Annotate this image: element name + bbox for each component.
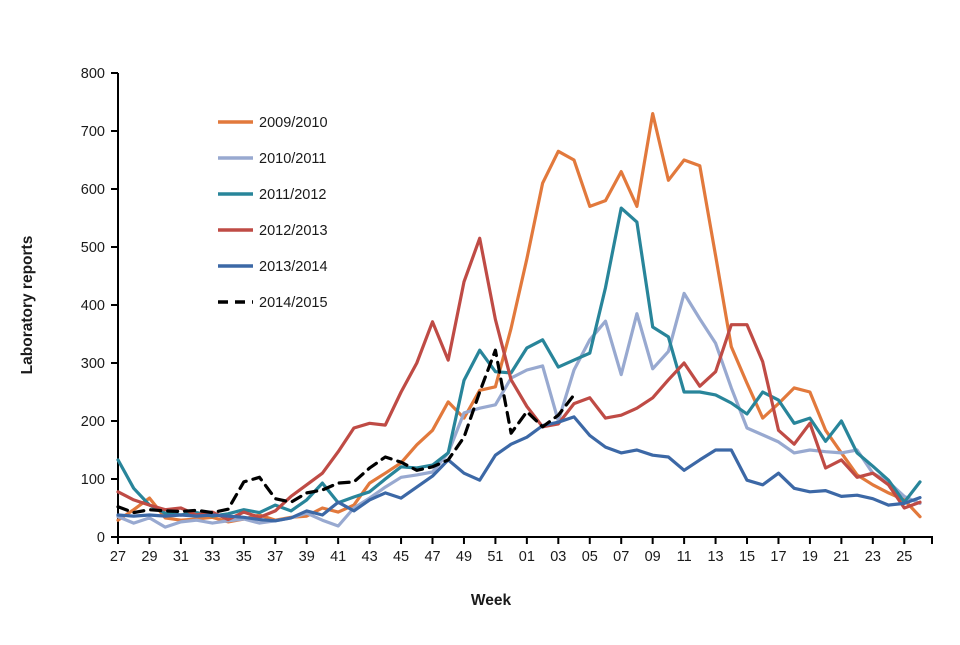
legend: 2009/2010 2010/2011 2011/2012 2012/2013 2013… bbox=[218, 115, 328, 311]
series-line-2010-2011 bbox=[116, 291, 922, 529]
x-axis-title: Week bbox=[471, 592, 512, 609]
x-tick-label: 27 bbox=[110, 549, 126, 565]
x-tick-label: 03 bbox=[550, 549, 566, 565]
x-tick-label: 37 bbox=[267, 549, 283, 565]
y-tick-label: 700 bbox=[81, 124, 105, 140]
legend-item-2013-2014: 2013/2014 bbox=[218, 259, 328, 275]
x-tick-label: 19 bbox=[802, 549, 818, 565]
x-tick-label: 11 bbox=[677, 549, 692, 565]
axis-lines bbox=[117, 73, 933, 538]
series-line-2011-2012 bbox=[116, 206, 922, 518]
x-axis: 27 29 31 33 35 37 39 41 43 45 47 49 51 01 03 05 07 09 11 13… bbox=[110, 537, 933, 565]
x-tick-label: 21 bbox=[833, 549, 849, 565]
y-axis: 0 100 200 300 400 500 600 700 800 bbox=[81, 66, 118, 546]
x-tick-label: 05 bbox=[582, 549, 598, 565]
legend-label: 2012/2013 bbox=[259, 223, 328, 239]
y-tick-label: 300 bbox=[81, 356, 105, 372]
x-tick-label: 49 bbox=[456, 549, 472, 565]
legend-label: 2011/2012 bbox=[259, 187, 326, 203]
legend-label: 2009/2010 bbox=[259, 115, 328, 131]
x-tick-label: 29 bbox=[141, 549, 157, 565]
y-tick-label: 800 bbox=[81, 66, 105, 82]
legend-item-2010-2011: 2010/2011 bbox=[218, 151, 326, 167]
legend-item-2012-2013: 2012/2013 bbox=[218, 223, 328, 239]
legend-item-2011-2012: 2011/2012 bbox=[218, 187, 326, 203]
y-tick-label: 400 bbox=[81, 298, 105, 314]
x-tick-label: 41 bbox=[330, 549, 346, 565]
x-tick-label: 01 bbox=[519, 549, 535, 565]
legend-label: 2014/2015 bbox=[259, 295, 328, 311]
y-axis-title: Laboratory reports bbox=[19, 236, 36, 375]
x-tick-label: 39 bbox=[299, 549, 315, 565]
series-line-2014-2015 bbox=[116, 348, 576, 515]
x-tick-label: 17 bbox=[770, 549, 786, 565]
y-tick-label: 500 bbox=[81, 240, 105, 256]
y-tick-label: 200 bbox=[81, 414, 105, 430]
legend-item-2009-2010: 2009/2010 bbox=[218, 115, 328, 131]
x-tick-label: 23 bbox=[865, 549, 881, 565]
y-tick-label: 0 bbox=[97, 530, 105, 546]
legend-label: 2010/2011 bbox=[259, 151, 326, 167]
x-tick-label: 43 bbox=[362, 549, 378, 565]
x-tick-label: 45 bbox=[393, 549, 409, 565]
x-tick-label: 25 bbox=[896, 549, 912, 565]
legend-item-2014-2015: 2014/2015 bbox=[218, 295, 328, 311]
y-tick-label: 600 bbox=[81, 182, 105, 198]
x-tick-label: 13 bbox=[707, 549, 723, 565]
x-tick-label: 47 bbox=[424, 549, 440, 565]
series-line-2013-2014 bbox=[116, 415, 922, 523]
x-tick-label: 07 bbox=[613, 549, 629, 565]
x-tick-label: 51 bbox=[487, 549, 503, 565]
x-tick-label: 09 bbox=[645, 549, 661, 565]
x-tick-label: 15 bbox=[739, 549, 755, 565]
y-tick-label: 100 bbox=[81, 472, 105, 488]
series-line-2012-2013 bbox=[116, 236, 922, 522]
legend-label: 2013/2014 bbox=[259, 259, 328, 275]
series-line-2009-2010 bbox=[116, 112, 922, 524]
axes bbox=[117, 73, 933, 538]
x-tick-label: 33 bbox=[204, 549, 220, 565]
x-tick-label: 35 bbox=[236, 549, 252, 565]
x-tick-label: 31 bbox=[173, 549, 189, 565]
